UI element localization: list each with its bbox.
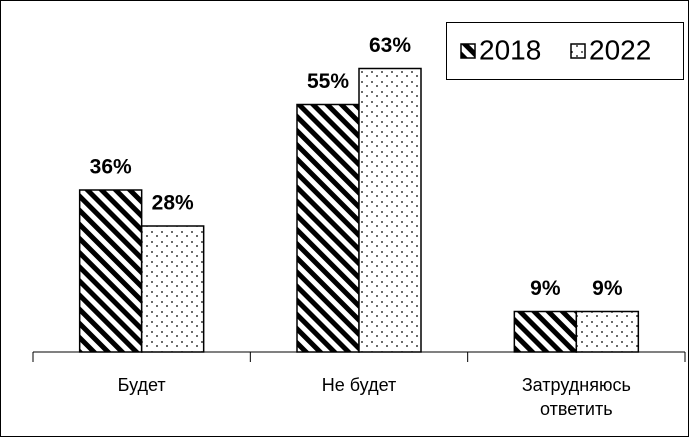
x-tick-label: Затрудняюсь ответить: [521, 375, 631, 419]
bar: [78, 189, 143, 353]
data-label: 55%: [307, 70, 349, 93]
data-label: 36%: [90, 156, 132, 179]
legend-swatch: [460, 43, 476, 59]
bar: [140, 225, 205, 353]
legend-label: 2022: [589, 34, 651, 65]
data-label: 9%: [592, 277, 623, 300]
bar: [296, 103, 360, 353]
x-tick-label: Не будет: [321, 375, 397, 395]
legend-box: [446, 22, 684, 80]
data-label: 63%: [369, 34, 411, 57]
data-label: 28%: [152, 192, 194, 215]
bar: [513, 310, 578, 353]
data-label: 9%: [530, 277, 561, 300]
bar: [575, 310, 640, 353]
legend-swatch: [570, 43, 586, 59]
x-tick-label: Будет: [117, 375, 166, 395]
legend-label: 2018: [479, 34, 541, 65]
bar: [358, 67, 422, 353]
